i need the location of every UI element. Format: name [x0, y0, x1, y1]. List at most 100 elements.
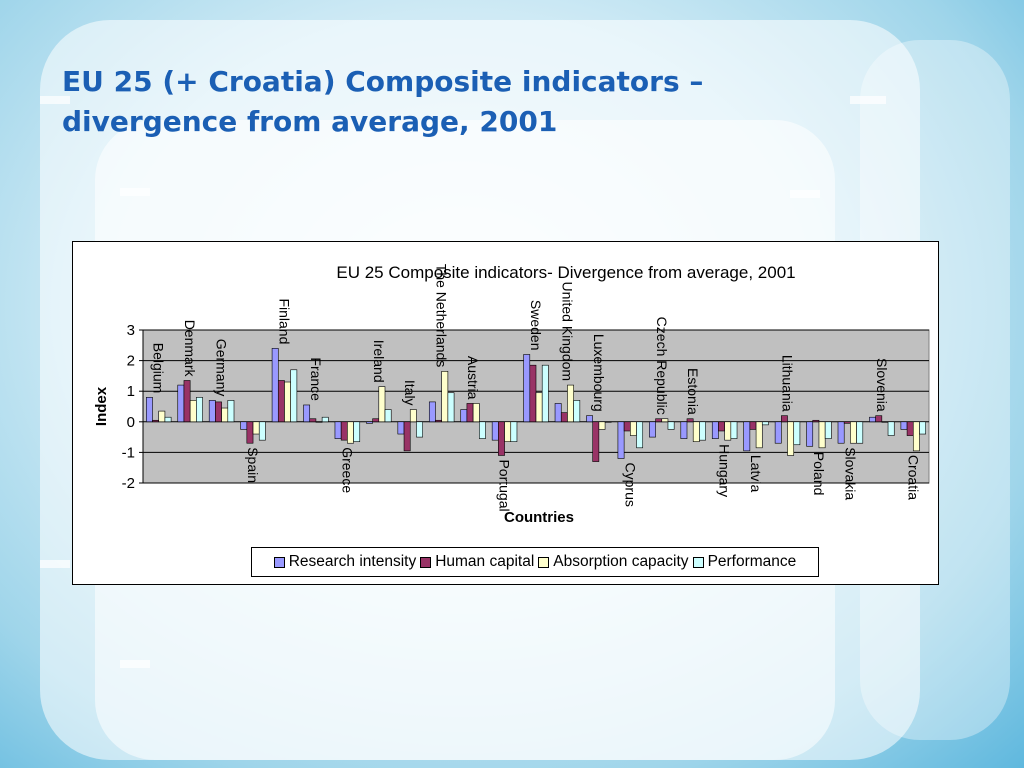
- bar: [686, 418, 694, 423]
- bar: [692, 421, 700, 442]
- bar: [661, 418, 669, 423]
- bar: [699, 421, 706, 441]
- bar: [428, 401, 436, 423]
- bar: [240, 421, 248, 430]
- bar: [215, 401, 222, 423]
- bar: [912, 421, 920, 452]
- bar: [183, 380, 191, 423]
- bar: [271, 348, 279, 423]
- bar: [781, 415, 788, 423]
- legend-item: Research intensity: [273, 553, 416, 571]
- bar: [554, 403, 562, 423]
- bar: [573, 400, 581, 423]
- legend-item: Absorption capacity: [538, 553, 689, 571]
- bar: [818, 421, 826, 449]
- x-axis-label: Countries: [504, 509, 574, 526]
- bar: [856, 421, 864, 444]
- bar: [303, 404, 311, 423]
- chart-legend: Research intensity Human capital Absorptio…: [251, 547, 819, 577]
- bar: [843, 421, 851, 424]
- bar: [284, 381, 291, 423]
- y-tick-label: 0: [127, 414, 135, 431]
- bar: [384, 409, 392, 423]
- bar: [246, 421, 254, 444]
- category-label: Spain: [245, 447, 261, 483]
- bar: [730, 421, 738, 439]
- category-label: Croatia: [905, 455, 921, 500]
- category-label: Portugal: [497, 459, 513, 511]
- chart-title: EU 25 Composite indicators- Divergence f…: [336, 263, 795, 282]
- bar: [529, 364, 537, 423]
- category-label: Hungary: [717, 444, 733, 497]
- bar: [498, 421, 505, 456]
- bar: [919, 421, 926, 435]
- category-label: France: [308, 357, 324, 401]
- bar: [504, 421, 512, 442]
- category-label: Slovakia: [842, 447, 858, 500]
- bar: [806, 421, 814, 447]
- bar: [479, 421, 486, 439]
- decor-line: [850, 96, 886, 104]
- bar: [353, 421, 361, 442]
- bar: [755, 421, 763, 449]
- category-label: Ireland: [371, 340, 387, 383]
- bar: [900, 421, 908, 430]
- bar: [598, 421, 606, 430]
- bar: [824, 421, 832, 439]
- bar: [227, 400, 235, 423]
- bar: [592, 421, 600, 462]
- legend-label: Human capital: [435, 553, 535, 570]
- bar: [837, 421, 845, 444]
- bar: [617, 421, 625, 459]
- category-label: Italy: [402, 380, 418, 406]
- bar: [887, 421, 895, 436]
- bar: [567, 384, 574, 423]
- bar: [347, 421, 354, 444]
- bar: [177, 384, 185, 423]
- legend-label: Absorption capacity: [553, 553, 689, 570]
- decor-line: [120, 660, 150, 668]
- bar: [315, 421, 323, 423]
- legend-swatch: [273, 556, 285, 568]
- bar: [535, 392, 543, 423]
- bar: [649, 421, 656, 438]
- legend-item: Human capital: [420, 553, 534, 571]
- bar: [655, 418, 663, 423]
- bar: [416, 421, 423, 438]
- bar: [372, 418, 380, 423]
- legend-swatch: [538, 556, 550, 568]
- bar: [397, 421, 405, 435]
- bar: [793, 421, 801, 446]
- slide-title-line1: EU 25 (+ Croatia) Composite indicators –: [62, 65, 704, 98]
- legend-swatch: [420, 556, 432, 568]
- category-label: Greece: [339, 447, 355, 493]
- legend-swatch: [692, 556, 704, 568]
- bar: [523, 354, 531, 423]
- slide-title-line2: divergence from average, 2001: [62, 105, 558, 138]
- decor-line: [120, 188, 150, 196]
- bar: [435, 419, 442, 423]
- category-label: Estonia: [685, 368, 701, 415]
- bar: [146, 397, 153, 423]
- bar: [309, 418, 317, 423]
- bar: [466, 403, 474, 423]
- legend-item: Performance: [692, 553, 796, 571]
- bar: [718, 421, 725, 432]
- category-label: Finland: [276, 298, 292, 344]
- category-label: Sweden: [528, 300, 544, 351]
- bar: [636, 421, 644, 449]
- bar: [850, 421, 857, 444]
- bar: [623, 421, 631, 432]
- bar: [875, 415, 883, 423]
- category-label: Cyprus: [622, 463, 638, 507]
- y-tick-label: 1: [127, 383, 135, 400]
- bar: [460, 409, 468, 423]
- bar: [290, 369, 298, 423]
- bar: [787, 421, 795, 456]
- bar: [711, 421, 719, 439]
- bar: [881, 421, 889, 423]
- bar: [164, 416, 172, 423]
- category-label: United Kingdom: [559, 281, 575, 381]
- bar: [277, 380, 285, 423]
- bar: [403, 421, 411, 452]
